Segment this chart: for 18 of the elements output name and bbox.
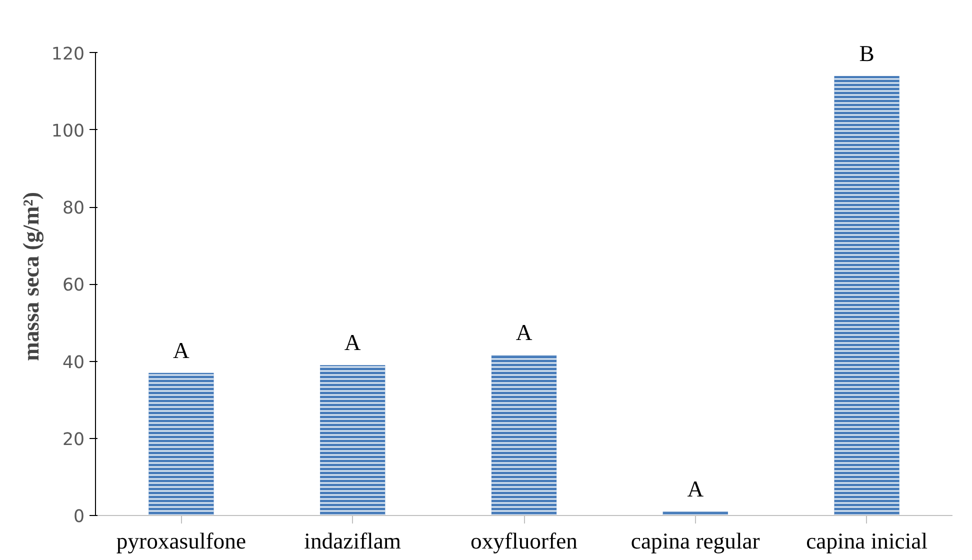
y-tick-label: 100 [51, 121, 85, 142]
y-tick-label: 80 [62, 198, 85, 219]
annotation: A [687, 476, 704, 502]
x-tick-label: capina regular [630, 528, 760, 554]
x-tick-label: capina inicial [806, 528, 928, 554]
y-tick-label: 20 [62, 430, 85, 450]
y-tick-label: 60 [62, 276, 85, 296]
annotation: A [516, 320, 533, 346]
annotation: A [344, 330, 362, 356]
annotation: A [173, 338, 190, 363]
y-tick-label: 0 [73, 507, 85, 527]
x-tick-label: oxyfluorfen [470, 528, 578, 554]
y-axis-title: massa seca (g/m²) [18, 192, 44, 362]
annotation: B [859, 41, 874, 66]
x-tick-label: indaziflam [304, 528, 402, 554]
x-tick-label: pyroxasulfone [116, 528, 246, 554]
y-tick-label: 40 [62, 352, 85, 373]
y-tick-label: 120 [51, 44, 85, 64]
